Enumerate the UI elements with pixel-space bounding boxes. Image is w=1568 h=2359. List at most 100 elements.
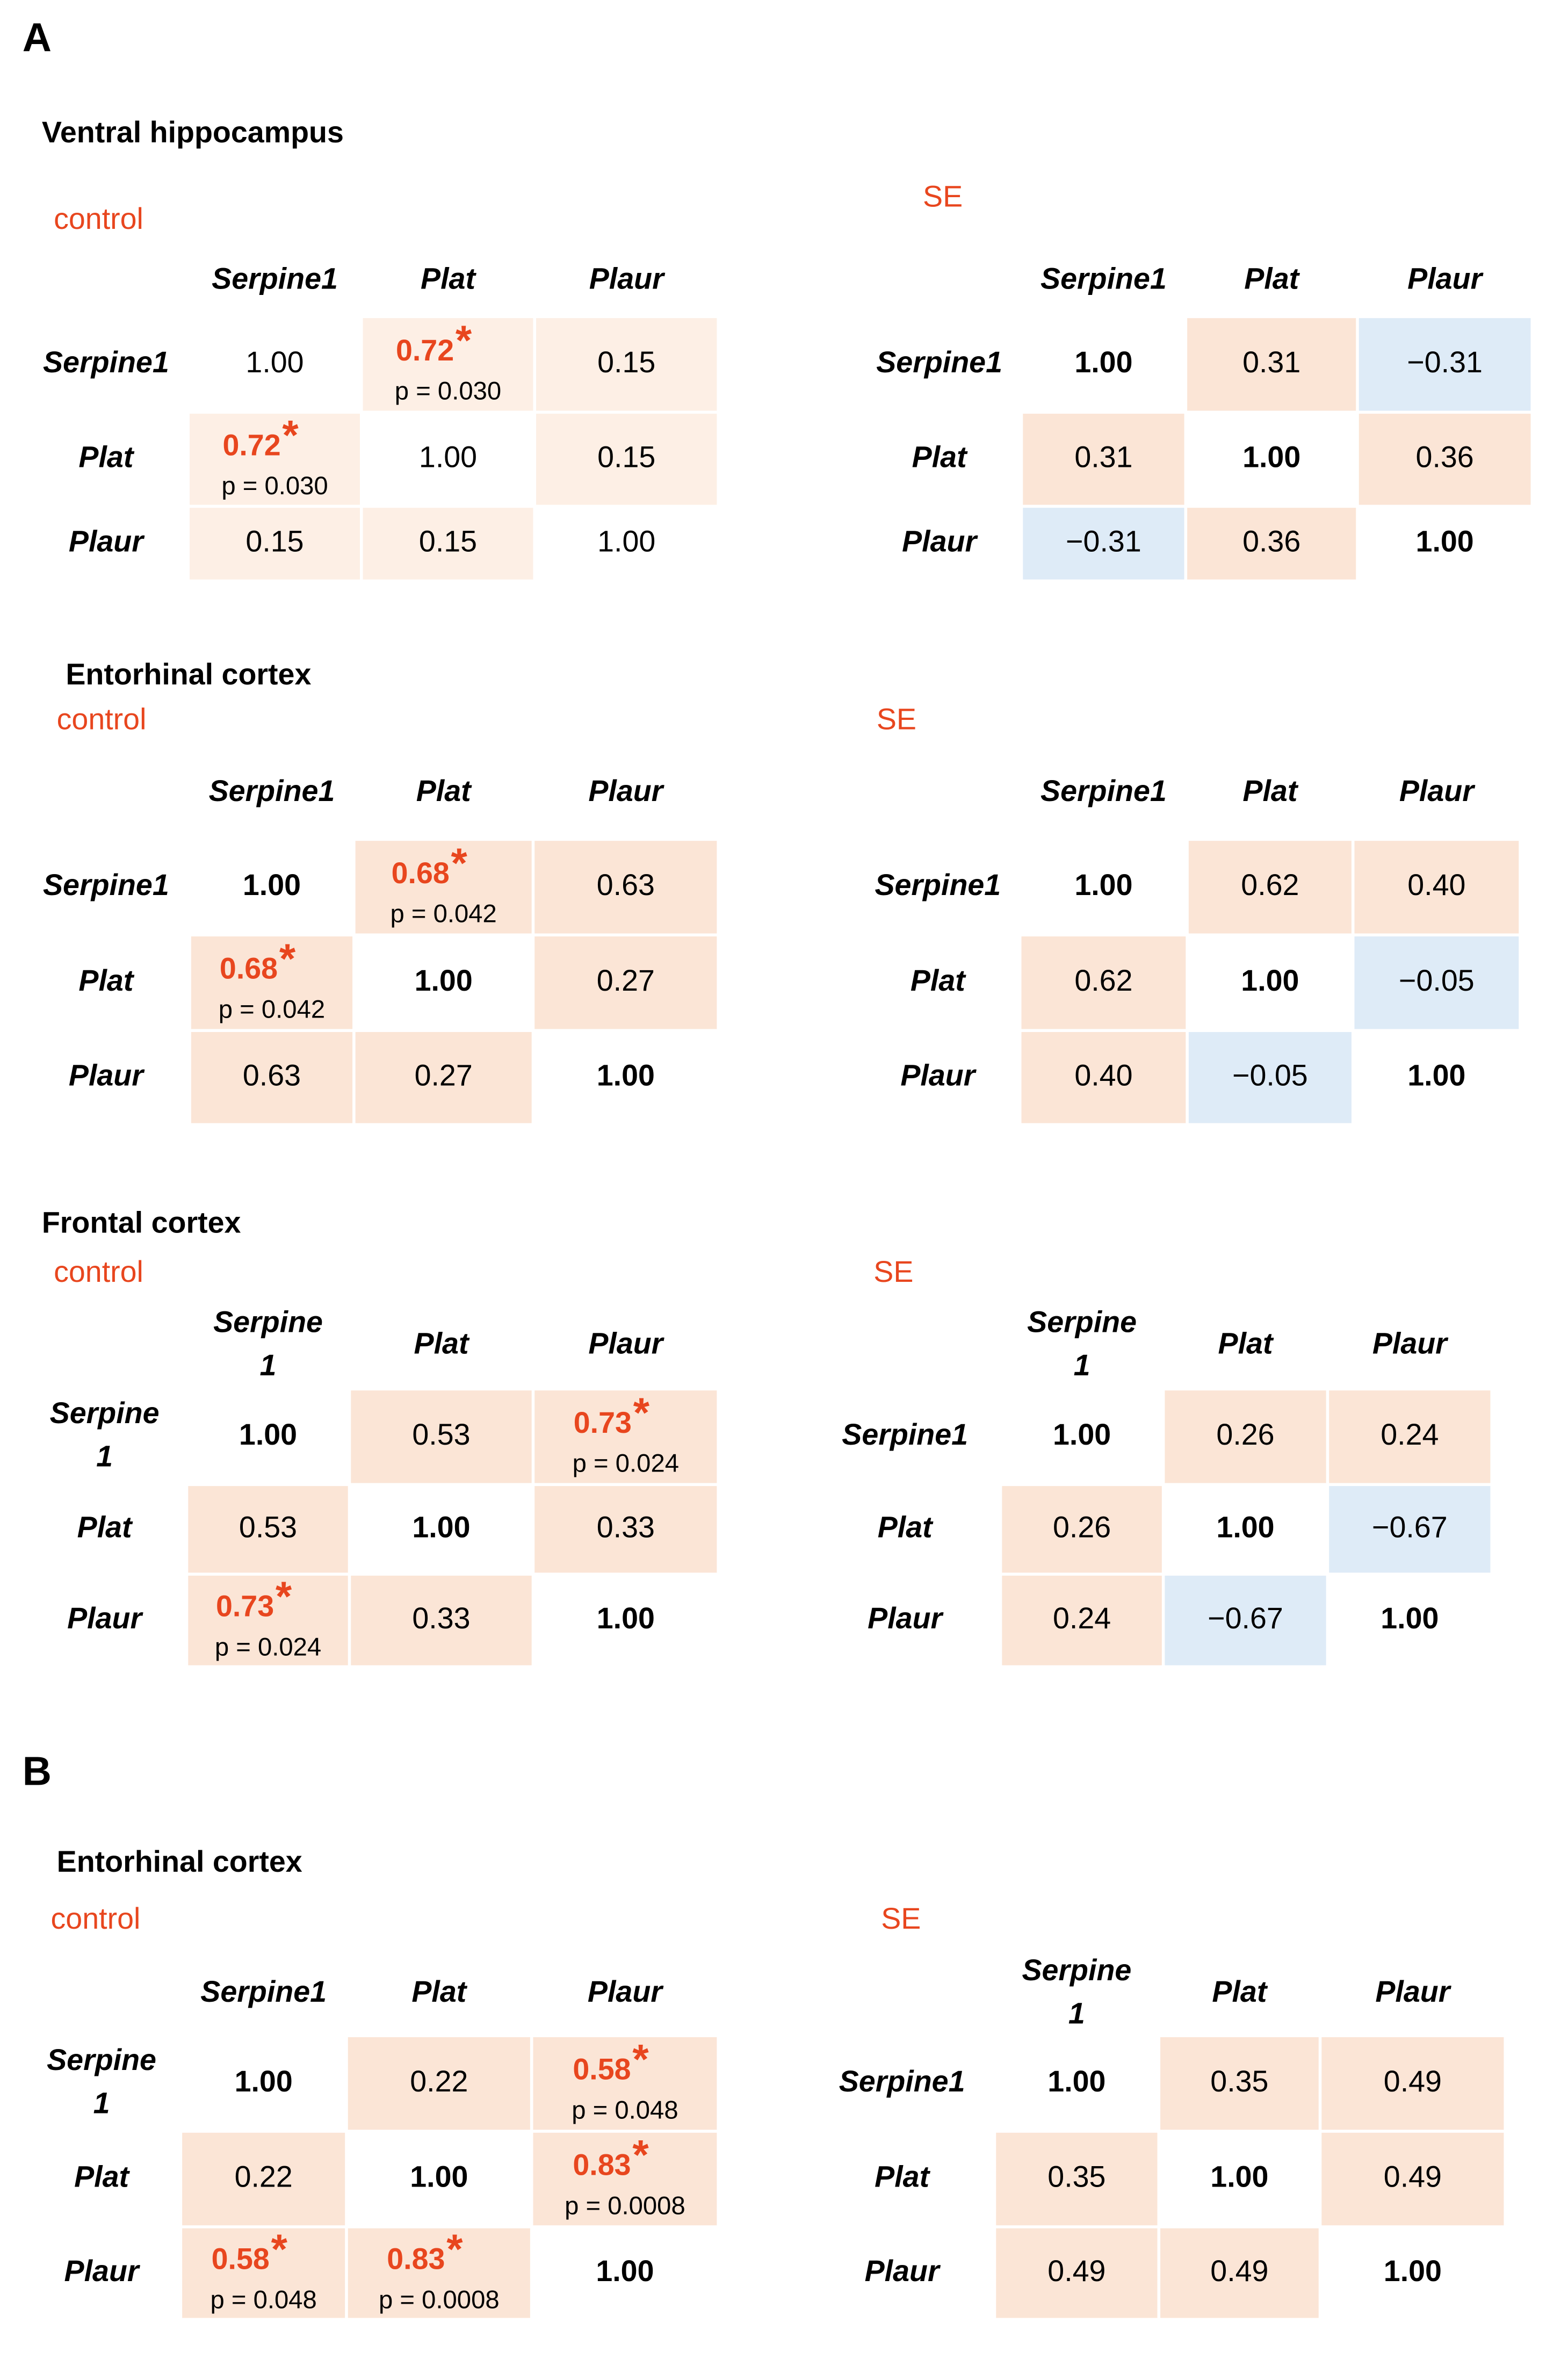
p-value: p = 0.024 bbox=[215, 1633, 321, 1662]
cell-fill bbox=[1359, 414, 1531, 505]
p-value: p = 0.048 bbox=[210, 2285, 316, 2314]
cell-value: 0.27 bbox=[597, 964, 655, 997]
column-header: Plaur bbox=[1372, 1326, 1449, 1360]
cell-value: 0.26 bbox=[1053, 1510, 1111, 1543]
cell-value: −0.67 bbox=[1208, 1601, 1283, 1635]
cell-value: 0.62 bbox=[1074, 964, 1132, 997]
cell-value: 0.49 bbox=[1210, 2254, 1268, 2288]
significant-value: 0.83 bbox=[387, 2242, 445, 2276]
significant-value: 0.83 bbox=[573, 2148, 631, 2181]
row-header: Serpine1 bbox=[43, 345, 169, 379]
p-value: p = 0.030 bbox=[395, 377, 501, 406]
cell-value: −0.31 bbox=[1066, 525, 1141, 558]
cell-value: 0.40 bbox=[1407, 868, 1465, 901]
cell-value: 1.00 bbox=[597, 1058, 655, 1092]
row-header: Serpine1 bbox=[876, 345, 1002, 379]
cell-value: 0.15 bbox=[419, 525, 477, 558]
p-value: p = 0.042 bbox=[219, 995, 325, 1024]
cell-fill bbox=[1359, 318, 1531, 411]
cell-fill bbox=[363, 508, 533, 580]
cell-value: 0.53 bbox=[239, 1510, 297, 1543]
column-header: Plat bbox=[416, 774, 472, 807]
cell-value: 1.00 bbox=[245, 345, 304, 379]
column-header: Plat bbox=[411, 1975, 467, 2008]
cell-value: 1.00 bbox=[1047, 2065, 1105, 2098]
cell-fill bbox=[1160, 2228, 1319, 2318]
cell-value: 0.49 bbox=[1384, 2160, 1442, 2194]
significant-value: 0.68 bbox=[392, 856, 450, 890]
cell-fill bbox=[1321, 2037, 1504, 2130]
significance-star: * bbox=[451, 840, 468, 886]
section-title: Frontal cortex bbox=[42, 1206, 241, 1239]
column-header: Plaur bbox=[588, 1975, 664, 2008]
cell-fill bbox=[1021, 936, 1186, 1029]
row-header: Serpine1 bbox=[875, 868, 1001, 901]
significant-value: 0.68 bbox=[220, 952, 278, 985]
cell-value: 0.36 bbox=[1242, 525, 1300, 558]
cell-value: 0.35 bbox=[1210, 2065, 1268, 2098]
significant-value: 0.73 bbox=[574, 1406, 632, 1439]
cell-fill bbox=[1188, 841, 1352, 934]
cell-fill bbox=[182, 2132, 345, 2226]
cell-fill bbox=[190, 414, 360, 505]
cell-fill bbox=[1187, 318, 1356, 411]
panel-label: B bbox=[23, 1748, 52, 1793]
cell-fill bbox=[534, 1390, 717, 1483]
significance-star: * bbox=[271, 2226, 288, 2273]
cell-fill bbox=[534, 841, 717, 934]
cell-value: 1.00 bbox=[597, 1601, 655, 1635]
significance-star: * bbox=[632, 2037, 649, 2083]
cell-fill bbox=[188, 1575, 348, 1665]
row-header: Plaur bbox=[67, 1601, 143, 1635]
column-header: Plat bbox=[1218, 1326, 1274, 1360]
cell-fill bbox=[182, 2228, 345, 2318]
row-header: Plat bbox=[875, 2160, 930, 2194]
cell-value: 1.00 bbox=[412, 1510, 470, 1543]
cell-value: 1.00 bbox=[1074, 868, 1132, 901]
row-header: Serpine1 bbox=[43, 868, 169, 901]
cell-value: 0.33 bbox=[597, 1510, 655, 1543]
cell-fill bbox=[534, 1486, 717, 1573]
cell-value: 1.00 bbox=[235, 2065, 293, 2098]
row-header: Plaur bbox=[900, 1058, 977, 1092]
cell-value: 1.00 bbox=[239, 1418, 297, 1451]
p-value: p = 0.048 bbox=[572, 2096, 678, 2124]
cell-fill bbox=[348, 2037, 530, 2130]
cell-fill bbox=[348, 2228, 530, 2318]
cell-value: 0.49 bbox=[1384, 2065, 1442, 2098]
cell-fill bbox=[355, 841, 532, 934]
group-label: control bbox=[51, 1902, 141, 1935]
cell-fill bbox=[1002, 1575, 1162, 1665]
column-header: Serpine1 bbox=[200, 1975, 327, 2008]
significance-star: * bbox=[632, 2132, 649, 2178]
row-header: Plat bbox=[77, 1510, 133, 1543]
cell-value: 1.00 bbox=[1242, 441, 1300, 474]
cell-value: 0.31 bbox=[1074, 441, 1132, 474]
cell-fill bbox=[1165, 1575, 1326, 1665]
cell-fill bbox=[534, 936, 717, 1029]
cell-fill bbox=[1329, 1486, 1491, 1573]
cell-fill bbox=[1160, 2037, 1319, 2130]
cell-value: −0.05 bbox=[1232, 1058, 1308, 1092]
section-title: Entorhinal cortex bbox=[57, 1845, 302, 1878]
cell-value: 0.40 bbox=[1074, 1058, 1132, 1092]
group-label: SE bbox=[877, 702, 916, 735]
column-header: Plat bbox=[1242, 774, 1298, 807]
cell-fill bbox=[190, 508, 360, 580]
column-header: Plaur bbox=[588, 1326, 664, 1360]
row-header: Plaur bbox=[64, 2254, 141, 2288]
significance-star: * bbox=[446, 2226, 463, 2273]
cell-fill bbox=[536, 414, 717, 505]
cell-value: 1.00 bbox=[1384, 2254, 1442, 2288]
cell-value: 0.31 bbox=[1242, 345, 1300, 379]
significance-star: * bbox=[456, 318, 472, 364]
section-title: Ventral hippocampus bbox=[42, 116, 344, 149]
cell-value: 0.36 bbox=[1416, 441, 1474, 474]
significant-value: 0.72 bbox=[396, 334, 454, 367]
group-label: SE bbox=[881, 1902, 921, 1935]
